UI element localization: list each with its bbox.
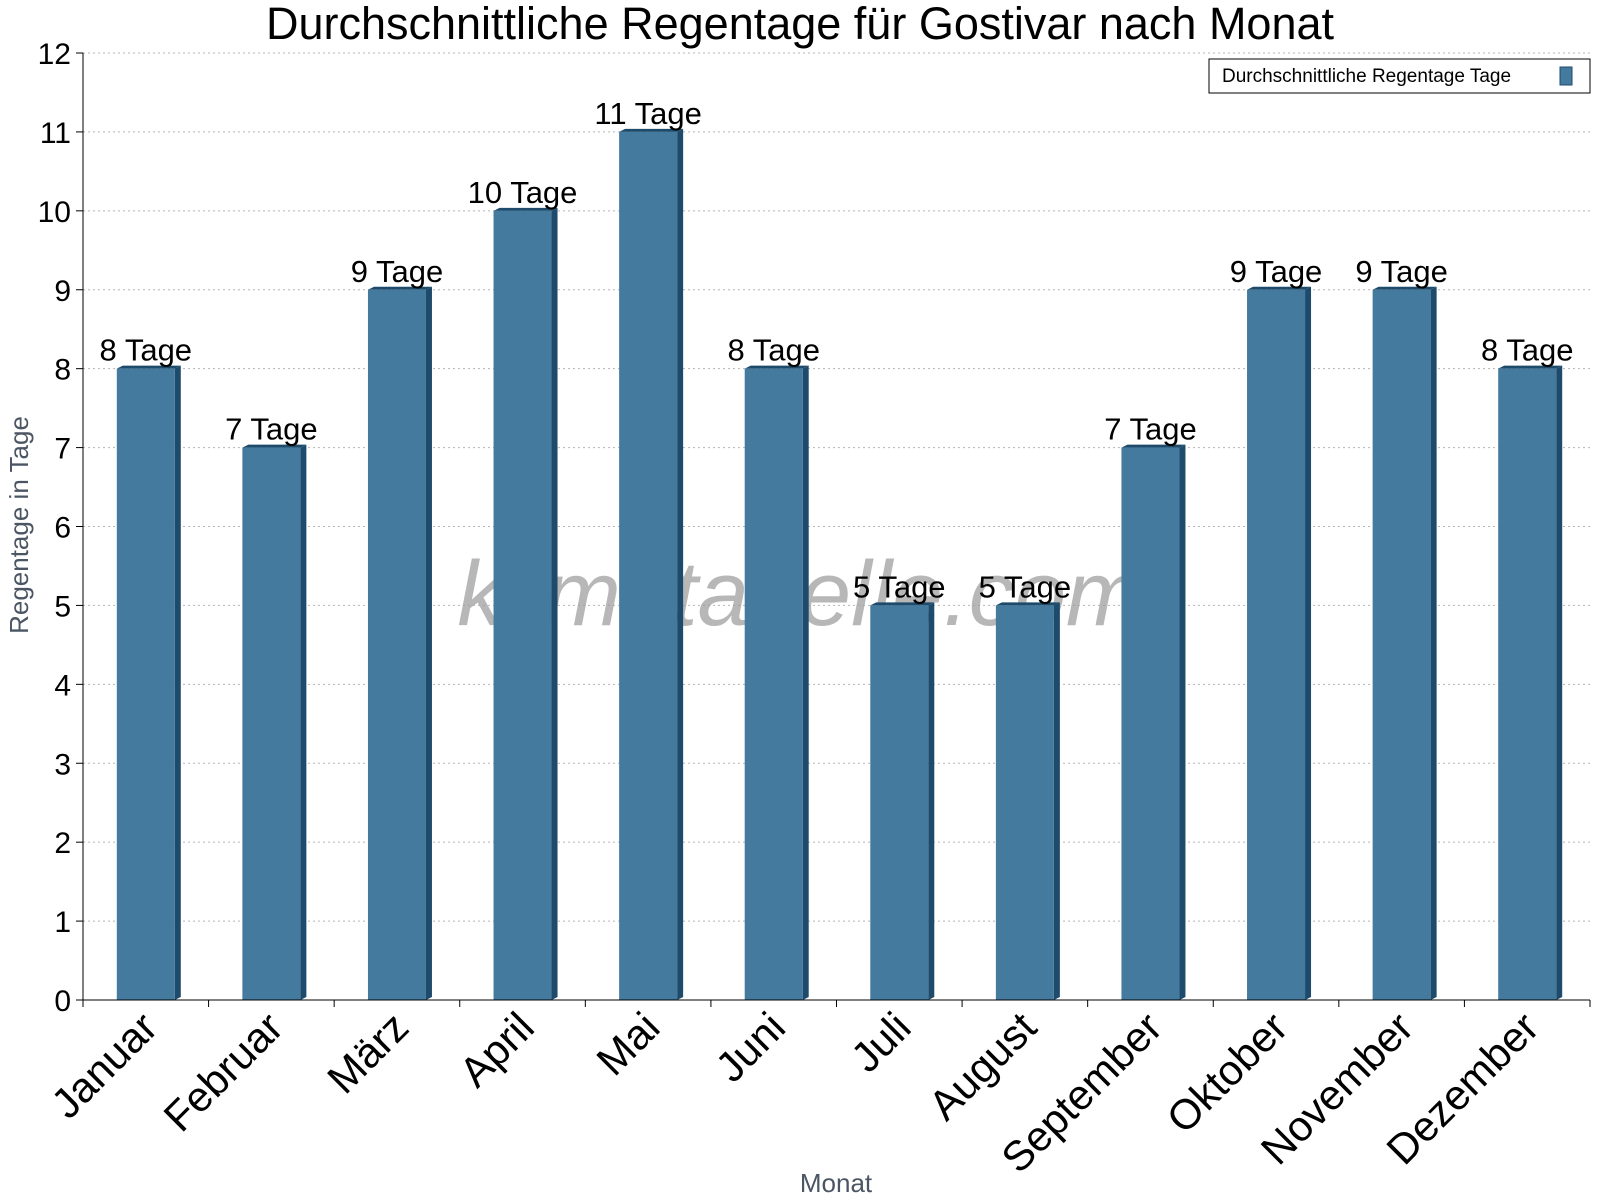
data-label: 8 Tage (727, 333, 820, 368)
data-label: 9 Tage (1355, 254, 1448, 289)
y-tick-label: 0 (54, 985, 71, 1018)
y-tick-label: 4 (54, 669, 71, 702)
legend-label: Durchschnittliche Regentage Tage (1222, 66, 1511, 87)
x-tick-label: Juli (842, 1003, 920, 1081)
y-tick-label: 2 (54, 827, 71, 860)
bar (116, 368, 175, 1001)
bar-top (367, 286, 432, 290)
legend-swatch (1559, 66, 1573, 86)
y-tick-label: 8 (54, 354, 71, 387)
bar-side (1179, 444, 1186, 1000)
legend-box (1208, 58, 1591, 94)
bar (870, 605, 929, 1000)
x-tick-label: Juni (706, 1003, 794, 1091)
y-tick-label: 9 (54, 275, 71, 308)
y-tick-label: 7 (54, 433, 71, 466)
bars (116, 128, 1563, 1001)
bar-side (802, 365, 809, 1001)
data-label: 11 Tage (594, 96, 701, 131)
bar (1498, 368, 1557, 1001)
data-label: 7 Tage (225, 412, 318, 447)
bar-top (870, 602, 935, 606)
bar (242, 447, 301, 1000)
x-tick-label: März (318, 1003, 417, 1102)
y-tick-label: 3 (54, 748, 71, 781)
bar-top (995, 602, 1060, 606)
data-label: 7 Tage (1104, 412, 1197, 447)
y-tick-label: 12 (38, 38, 71, 71)
data-label: 9 Tage (1230, 254, 1323, 289)
bar-top (1247, 286, 1312, 290)
x-tick-label: Januar (42, 1003, 166, 1127)
bar-top (744, 365, 809, 369)
y-tick-label: 10 (38, 196, 71, 229)
bar-side (551, 207, 558, 1001)
bar-side (1430, 286, 1437, 1000)
y-tick-label: 1 (54, 906, 71, 939)
bar-top (1498, 365, 1563, 369)
x-tick-label: August (920, 1003, 1046, 1129)
bar-side (928, 602, 935, 1000)
bar-side (300, 444, 307, 1000)
x-tick-label: Mai (587, 1003, 668, 1084)
bar-top (619, 128, 684, 132)
data-label: 8 Tage (100, 333, 193, 368)
bar-side (425, 286, 432, 1000)
grid-lines (83, 52, 1590, 922)
data-label: 9 Tage (351, 254, 444, 289)
bar (367, 289, 426, 1000)
bar (1247, 289, 1306, 1000)
y-axis-title: Regentage in Tage (4, 416, 34, 634)
data-label: 8 Tage (1481, 333, 1574, 368)
x-tick-label: Februar (155, 1003, 292, 1140)
bar (1372, 289, 1431, 1000)
bar-top (116, 365, 181, 369)
bar-top (493, 207, 558, 211)
bar (619, 131, 678, 1000)
bar (744, 368, 803, 1001)
x-tick-label: April (450, 1003, 543, 1096)
bar-side (677, 128, 684, 1000)
bar-side (174, 365, 181, 1001)
y-tick-label: 5 (54, 590, 71, 623)
data-labels: 8 Tage 7 Tage 9 Tage 10 Tage 11 Tage 8 Tage 5 … (100, 96, 1574, 605)
bar (995, 605, 1054, 1000)
x-axis-title: Monat (800, 1168, 873, 1198)
bar-top (242, 444, 307, 448)
bar-side (1556, 365, 1563, 1001)
data-label: 10 Tage (468, 175, 578, 210)
y-tick-label: 11 (40, 117, 71, 150)
bar-side (1305, 286, 1312, 1000)
legend: Durchschnittliche Regentage Tage (1208, 58, 1591, 94)
bar-side (1053, 602, 1060, 1000)
bar (1121, 447, 1180, 1000)
bar-top (1372, 286, 1437, 290)
bar (493, 210, 552, 1001)
chart-title: Durchschnittliche Regentage für Gostivar… (265, 0, 1335, 49)
data-label: 5 Tage (853, 569, 946, 604)
bar-top (1121, 444, 1186, 448)
y-tick-label: 6 (54, 512, 71, 545)
data-label: 5 Tage (979, 569, 1072, 604)
